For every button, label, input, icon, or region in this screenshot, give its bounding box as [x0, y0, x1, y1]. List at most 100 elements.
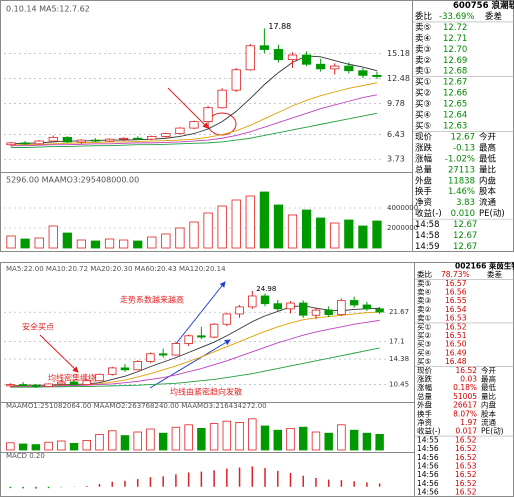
volume-bar — [358, 225, 368, 249]
volume-bar — [372, 220, 382, 249]
stat-label: 涨跌 — [415, 142, 433, 153]
trade-price: 12.67 — [453, 220, 477, 230]
stat-label: 涨跌 — [417, 374, 432, 384]
y-tick-label: 9.78 — [387, 99, 405, 108]
volume-bar — [344, 219, 354, 249]
ratio-value: 78.73% — [441, 270, 470, 279]
stat-value: -1.02% — [445, 154, 475, 164]
annotation-arrow — [167, 87, 209, 129]
volume-bar — [147, 236, 157, 249]
candle-body — [372, 74, 382, 77]
candle-body — [147, 135, 157, 140]
stat-value: 0.017 — [456, 427, 478, 436]
book-label: 卖④ — [417, 287, 431, 296]
candle-body — [286, 302, 295, 310]
candle-body — [324, 309, 333, 315]
candle-body — [31, 384, 41, 387]
volume-bar — [6, 235, 16, 249]
stat-label: 今开 — [479, 131, 497, 142]
candle-body — [34, 140, 44, 145]
trade-price: 12.67 — [453, 242, 477, 252]
stat-label: 涨幅 — [415, 153, 433, 164]
book-label: 卖③ — [417, 296, 431, 305]
stat-label: 总量 — [417, 391, 432, 401]
stat-value: 0.010 — [451, 209, 475, 219]
stat-label: 外盘 — [417, 400, 432, 410]
trade-price: 16.52 — [455, 479, 477, 488]
trade-time: 14:55 — [417, 435, 439, 444]
candle-body — [119, 137, 129, 140]
volume-bar — [286, 427, 295, 451]
book-label: 买① — [415, 78, 431, 88]
volume-bar — [119, 239, 129, 249]
volume-bar — [158, 432, 168, 451]
candle-body — [108, 367, 117, 375]
ratio-label: 委比 — [415, 11, 432, 22]
y-tick-label: 12.48 — [387, 74, 410, 83]
book-label: 买③ — [417, 340, 431, 349]
volume-bar — [235, 421, 244, 451]
book-label: 买④ — [415, 111, 431, 121]
stat-value: 51005 — [453, 392, 477, 401]
stat-label: 净资 — [415, 197, 433, 208]
candle-body — [358, 70, 368, 76]
candle-body — [76, 139, 87, 143]
volume-bar — [48, 225, 58, 249]
candle-body — [222, 313, 232, 325]
volume-bar — [273, 204, 284, 249]
ma-line — [10, 347, 380, 388]
volume-bar — [133, 240, 143, 249]
volume-bar — [175, 227, 185, 249]
volume-bar — [197, 427, 206, 451]
volume-bar — [184, 424, 193, 451]
volume-bar — [161, 233, 171, 249]
volume-bar — [18, 443, 28, 451]
volume-bar — [104, 238, 115, 249]
candle-body — [248, 295, 257, 308]
stat-label: 内盘 — [481, 400, 496, 410]
peak-label: 24.98 — [256, 285, 276, 293]
candle-body — [69, 381, 79, 385]
volume-bar — [375, 433, 384, 451]
stat-label: PE(动) — [481, 426, 504, 436]
annotation: 安全买点 — [22, 322, 54, 332]
candle-body — [273, 49, 284, 61]
volume-bar — [217, 205, 227, 249]
book-label: 买⑤ — [415, 122, 431, 132]
stat-label: 外盘 — [415, 175, 433, 186]
annotation: 均线密集缠绕 — [48, 373, 96, 383]
candle-body — [175, 127, 185, 135]
candle-body — [337, 300, 346, 316]
book-label: 卖② — [415, 56, 431, 66]
stat-value: 27113 — [448, 165, 475, 175]
stat-label: 最高 — [479, 142, 496, 153]
book-price: 16.57 — [445, 279, 467, 288]
ratio-label: 委比 — [417, 269, 432, 279]
stat-label: 现价 — [415, 132, 433, 142]
candle-body — [287, 54, 298, 61]
stat-label: 最低 — [479, 153, 497, 164]
book-label: 卖② — [417, 305, 431, 314]
volume-tick-label: 4000000 — [387, 204, 418, 212]
y-tick-label: 21.67 — [389, 308, 409, 316]
stat-value: 8.07% — [453, 409, 477, 418]
y-tick-label: 15.18 — [387, 49, 410, 58]
stat-label: 今开 — [481, 365, 496, 375]
volume-bar — [76, 239, 87, 249]
candle-body — [235, 306, 244, 315]
stat-value: 0.03 — [460, 375, 477, 384]
stat-label: 股本 — [479, 186, 497, 197]
volume-bar — [299, 426, 308, 451]
volume-bar — [222, 420, 232, 451]
stat-label: 最高 — [481, 374, 496, 384]
legend: MA5:22.00 MA10:20.72 MA20:20.30 MA60:20.… — [6, 265, 226, 273]
volume-bar — [189, 221, 199, 249]
volume-bar — [82, 439, 91, 451]
book-price: 16.49 — [445, 348, 467, 357]
book-label: 买② — [417, 331, 431, 340]
book-price: 16.56 — [445, 287, 467, 296]
stat-label: 流通 — [479, 197, 497, 208]
book-price: 12.71 — [443, 34, 467, 44]
candle-body — [299, 302, 308, 316]
